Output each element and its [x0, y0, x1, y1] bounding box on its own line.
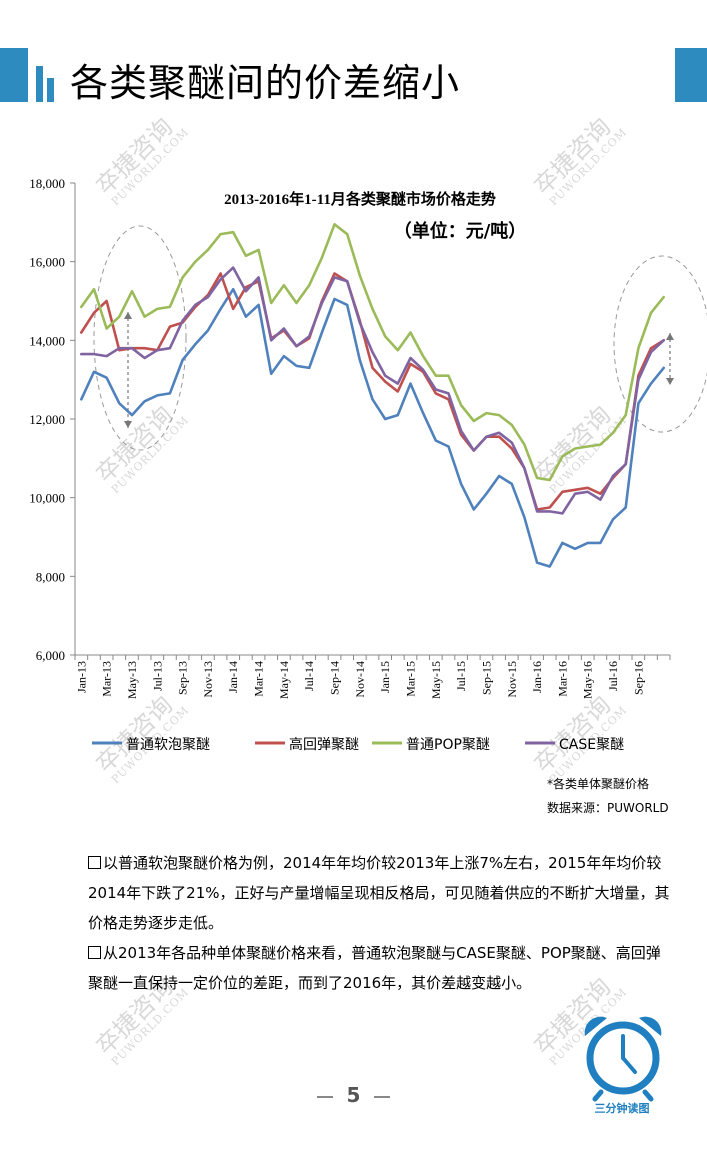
page-title: 各类聚醚间的价差缩小 — [70, 61, 461, 105]
x-tick-label: Sep-16 — [631, 661, 645, 695]
x-tick-label: Jul-14 — [302, 661, 316, 691]
x-tick-label: Jul-13 — [150, 661, 164, 691]
x-tick-label: Nov-13 — [201, 661, 215, 698]
price-line-chart: 6,000 8,000 10,000 12,000 14,000 16,000 18,000… — [29, 176, 707, 815]
y-tick-label: 6,000 — [36, 648, 65, 663]
series-line — [80, 272, 666, 511]
x-tick-label: Mar-13 — [100, 661, 114, 697]
data-source: 数据来源：PUWORLD — [547, 800, 669, 815]
highlight-ellipse — [613, 255, 707, 433]
y-tick-label: 16,000 — [29, 255, 65, 270]
legend-label: 普通POP聚醚 — [406, 737, 490, 753]
chart-title: 2013-2016年1-11月各类聚醚市场价格走势 — [224, 190, 496, 208]
x-tick-label: Sep-13 — [176, 661, 190, 695]
x-tick-label: Jan-16 — [530, 661, 544, 693]
x-tick-label: Jan-13 — [74, 661, 88, 693]
y-tick-label: 10,000 — [29, 491, 65, 506]
bullet-square-icon — [88, 856, 101, 869]
x-tick-label: May-13 — [125, 661, 139, 699]
series-line — [80, 223, 666, 482]
y-tick-label: 12,000 — [29, 412, 65, 427]
y-tick-label: 18,000 — [29, 176, 65, 191]
divider — [374, 1095, 391, 1098]
x-tick-label: May-16 — [581, 661, 595, 699]
y-tick-label: 14,000 — [29, 333, 65, 348]
legend-label: CASE聚醚 — [559, 737, 624, 753]
x-tick-label: Mar-16 — [555, 661, 569, 697]
x-tick-label: Mar-15 — [403, 661, 417, 697]
x-tick-label: Jan-14 — [226, 661, 240, 693]
badge-label: 三分钟读图 — [594, 1102, 650, 1115]
x-tick-label: Mar-14 — [252, 661, 266, 697]
alarm-clock-icon — [584, 1016, 662, 1102]
y-tick-label: 8,000 — [36, 569, 65, 584]
chart-subtitle: （单位：元/吨） — [394, 220, 527, 242]
bullet-square-icon — [88, 946, 101, 959]
range-arrow-head — [124, 421, 132, 428]
note-paragraph: 从2013年各品种单体聚醚价格来看，普通软泡聚醚与CASE聚醚、POP聚醚、高回… — [88, 944, 661, 992]
highlight-ellipse — [93, 225, 187, 451]
x-tick-label: Jan-15 — [378, 661, 392, 693]
x-tick-label: Sep-15 — [479, 661, 493, 695]
header-accent-bar-right — [675, 48, 707, 102]
header-accent-bar — [36, 66, 43, 102]
series-line — [80, 287, 666, 568]
chart-note: *各类单体聚醚价格 — [547, 776, 649, 791]
x-tick-label: May-15 — [429, 661, 443, 699]
x-tick-label: Jul-15 — [454, 661, 468, 691]
header-accent-bar — [47, 78, 54, 102]
range-arrow-head — [666, 333, 674, 340]
page-number: 5 — [0, 1083, 707, 1107]
x-tick-label: Sep-14 — [328, 661, 342, 695]
range-arrow-head — [124, 312, 132, 319]
header-accent-bar — [0, 48, 28, 102]
x-tick-label: Jul-16 — [606, 661, 620, 691]
divider — [316, 1095, 333, 1098]
legend-label: 高回弹聚醚 — [289, 736, 359, 753]
range-arrow-head — [666, 378, 674, 385]
note-paragraph: 以普通软泡聚醚价格为例，2014年年均价较2013年上涨7%左右，2015年年均… — [88, 854, 670, 932]
x-tick-label: May-14 — [277, 661, 291, 699]
x-tick-label: Nov-15 — [505, 661, 519, 698]
x-tick-label: Nov-14 — [353, 661, 367, 698]
legend-label: 普通软泡聚醚 — [126, 737, 210, 753]
series-line — [80, 266, 666, 515]
notes-block: 以普通软泡聚醚价格为例，2014年年均价较2013年上涨7%左右，2015年年均… — [88, 848, 673, 998]
